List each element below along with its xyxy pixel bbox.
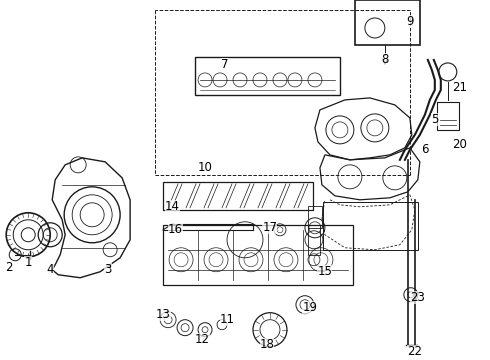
Bar	[195, 57, 340, 95]
Text: 8: 8	[381, 53, 389, 67]
Text: 6: 6	[421, 143, 429, 156]
Text: 1: 1	[24, 256, 32, 269]
Text: 11: 11	[220, 313, 235, 326]
Text: 20: 20	[452, 138, 467, 151]
Text: 2: 2	[5, 261, 13, 274]
Text: 16: 16	[168, 223, 183, 236]
Bar	[308, 206, 322, 228]
Text: 10: 10	[197, 161, 213, 174]
Bar	[437, 102, 459, 130]
Text: 7: 7	[221, 58, 229, 71]
Text: 18: 18	[260, 338, 274, 351]
Text: 14: 14	[165, 200, 179, 213]
Bar	[308, 225, 320, 255]
Text: 5: 5	[431, 113, 439, 126]
Text: 15: 15	[318, 265, 332, 278]
Text: 4: 4	[47, 263, 54, 276]
Bar	[323, 202, 418, 250]
Text: 9: 9	[406, 15, 414, 28]
Text: 21: 21	[452, 81, 467, 94]
Text: 17: 17	[263, 221, 277, 234]
Text: 22: 22	[407, 345, 422, 358]
Text: 13: 13	[156, 308, 171, 321]
Text: 19: 19	[302, 301, 318, 314]
Text: 23: 23	[411, 291, 425, 304]
Text: 12: 12	[195, 333, 210, 346]
Text: 3: 3	[104, 263, 112, 276]
Bar	[163, 182, 313, 210]
Bar	[355, 0, 420, 45]
